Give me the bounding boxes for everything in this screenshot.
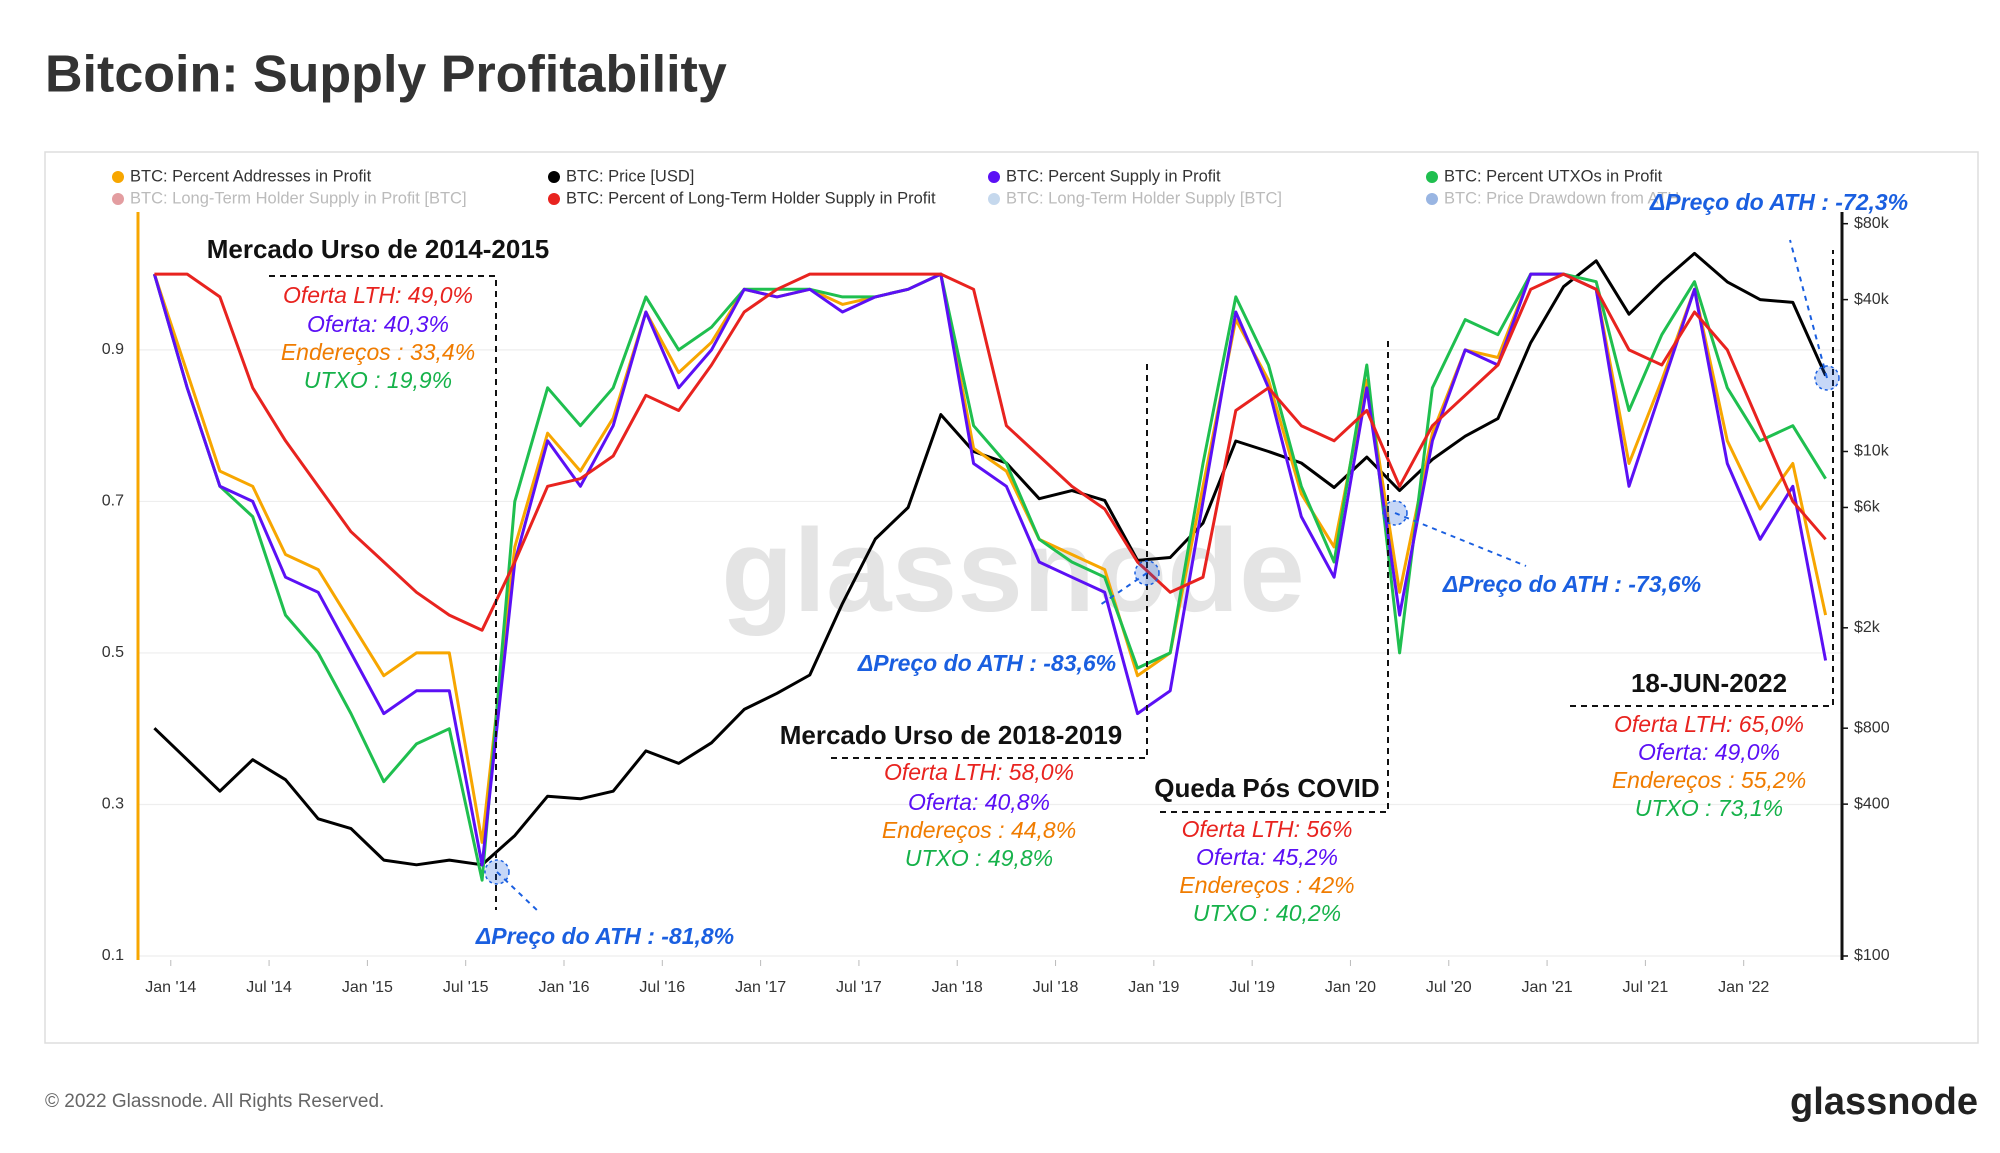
annotation: Oferta LTH: 56%	[1182, 816, 1353, 842]
annotation: Oferta: 45,2%	[1196, 844, 1338, 870]
legend-dot	[548, 171, 560, 183]
legend-label: BTC: Percent Supply in Profit	[1006, 167, 1221, 185]
ath-marker	[1382, 500, 1408, 526]
annotation: ΔPreço do ATH : -83,6%	[857, 650, 1116, 676]
watermark: glassnode	[721, 505, 1305, 637]
x-tick-label: Jan '21	[1522, 979, 1573, 996]
x-tick-label: Jul '16	[639, 979, 685, 996]
annotation: Endereços : 55,2%	[1612, 767, 1806, 793]
logo: glassnode	[1790, 1081, 1978, 1123]
series-line	[154, 272, 1827, 632]
legend-dot	[112, 171, 124, 183]
footer: © 2022 Glassnode. All Rights Reserved.	[45, 1091, 384, 1112]
annotation: UTXO : 19,9%	[304, 367, 452, 393]
y-tick-label: 0.1	[102, 947, 124, 964]
annotation: UTXO : 73,1%	[1635, 795, 1783, 821]
annotation: ΔPreço do ATH : -72,3%	[1649, 189, 1908, 215]
y2-tick-label: $800	[1854, 719, 1890, 736]
y2-tick-label: $400	[1854, 795, 1890, 812]
ath-pointer	[1789, 239, 1828, 379]
ath-marker	[1134, 560, 1160, 586]
y-tick-label: 0.9	[102, 341, 124, 358]
x-tick-label: Jan '18	[932, 979, 983, 996]
ath-pointer	[1394, 512, 1527, 567]
annotation: ΔPreço do ATH : -81,8%	[475, 923, 734, 949]
y-tick-label: 0.5	[102, 644, 124, 661]
bracket	[1570, 250, 1834, 707]
annotation: Endereços : 33,4%	[281, 339, 475, 365]
annotation: Oferta: 40,3%	[307, 311, 449, 337]
legend-dot	[1426, 171, 1438, 183]
annotation: ΔPreço do ATH : -73,6%	[1442, 571, 1701, 597]
annotation: Oferta: 40,8%	[908, 789, 1050, 815]
annotation: UTXO : 40,2%	[1193, 900, 1341, 926]
x-tick-label: Jan '16	[538, 979, 589, 996]
legend-dot	[112, 193, 124, 205]
y2-tick-label: $80k	[1854, 215, 1890, 232]
legend-label: BTC: Percent UTXOs in Profit	[1444, 167, 1663, 185]
page-title: Bitcoin: Supply Profitability	[45, 46, 727, 104]
ath-marker	[1814, 365, 1840, 391]
x-tick-label: Jan '19	[1128, 979, 1179, 996]
annotation: Mercado Urso de 2018-2019	[780, 720, 1123, 750]
x-tick-label: Jul '17	[836, 979, 882, 996]
legend-dot	[1426, 193, 1438, 205]
x-tick-label: Jul '19	[1229, 979, 1275, 996]
legend-dot	[548, 193, 560, 205]
annotation: Oferta: 49,0%	[1638, 739, 1780, 765]
series-line	[153, 251, 1827, 867]
chart-frame	[44, 151, 1979, 1044]
y2-tick-label: $10k	[1854, 443, 1890, 460]
annotation: Queda Pós COVID	[1154, 773, 1379, 803]
x-tick-label: Jul '18	[1033, 979, 1079, 996]
y2-tick-label: $2k	[1854, 619, 1881, 636]
legend-label: BTC: Long-Term Holder Supply in Profit […	[130, 189, 467, 207]
y2-tick-label: $100	[1854, 947, 1890, 964]
y-tick-label: 0.3	[102, 796, 124, 813]
annotation: Endereços : 44,8%	[882, 817, 1076, 843]
annotation: Oferta LTH: 49,0%	[283, 282, 473, 308]
legend-label: BTC: Percent of Long-Term Holder Supply …	[566, 189, 936, 207]
legend-dot	[988, 193, 1000, 205]
x-tick-label: Jul '21	[1623, 979, 1669, 996]
y2-tick-label: $6k	[1854, 499, 1881, 516]
x-tick-label: Jul '20	[1426, 979, 1472, 996]
x-tick-label: Jan '14	[145, 979, 196, 996]
x-tick-label: Jan '20	[1325, 979, 1376, 996]
y-tick-label: 0.7	[102, 493, 124, 510]
legend-label: BTC: Price Drawdown from ATH	[1444, 189, 1679, 207]
annotation: UTXO : 49,8%	[905, 845, 1053, 871]
series-line	[152, 272, 1828, 867]
y2-tick-label: $40k	[1854, 291, 1890, 308]
legend-label: BTC: Long-Term Holder Supply [BTC]	[1006, 189, 1282, 207]
annotation: Oferta LTH: 65,0%	[1614, 711, 1804, 737]
x-tick-label: Jul '14	[246, 979, 292, 996]
legend-label: BTC: Price [USD]	[566, 167, 694, 185]
x-tick-label: Jan '22	[1718, 979, 1769, 996]
bracket	[269, 275, 497, 910]
legend-dot	[988, 171, 1000, 183]
annotation: Endereços : 42%	[1179, 872, 1354, 898]
x-tick-label: Jan '15	[342, 979, 393, 996]
x-tick-label: Jul '15	[443, 979, 489, 996]
annotation: Mercado Urso de 2014-2015	[207, 234, 550, 264]
ath-marker	[484, 859, 510, 885]
annotation: 18-JUN-2022	[1631, 668, 1787, 698]
x-tick-label: Jan '17	[735, 979, 786, 996]
annotation: Oferta LTH: 58,0%	[884, 759, 1074, 785]
legend-label: BTC: Percent Addresses in Profit	[130, 167, 372, 185]
